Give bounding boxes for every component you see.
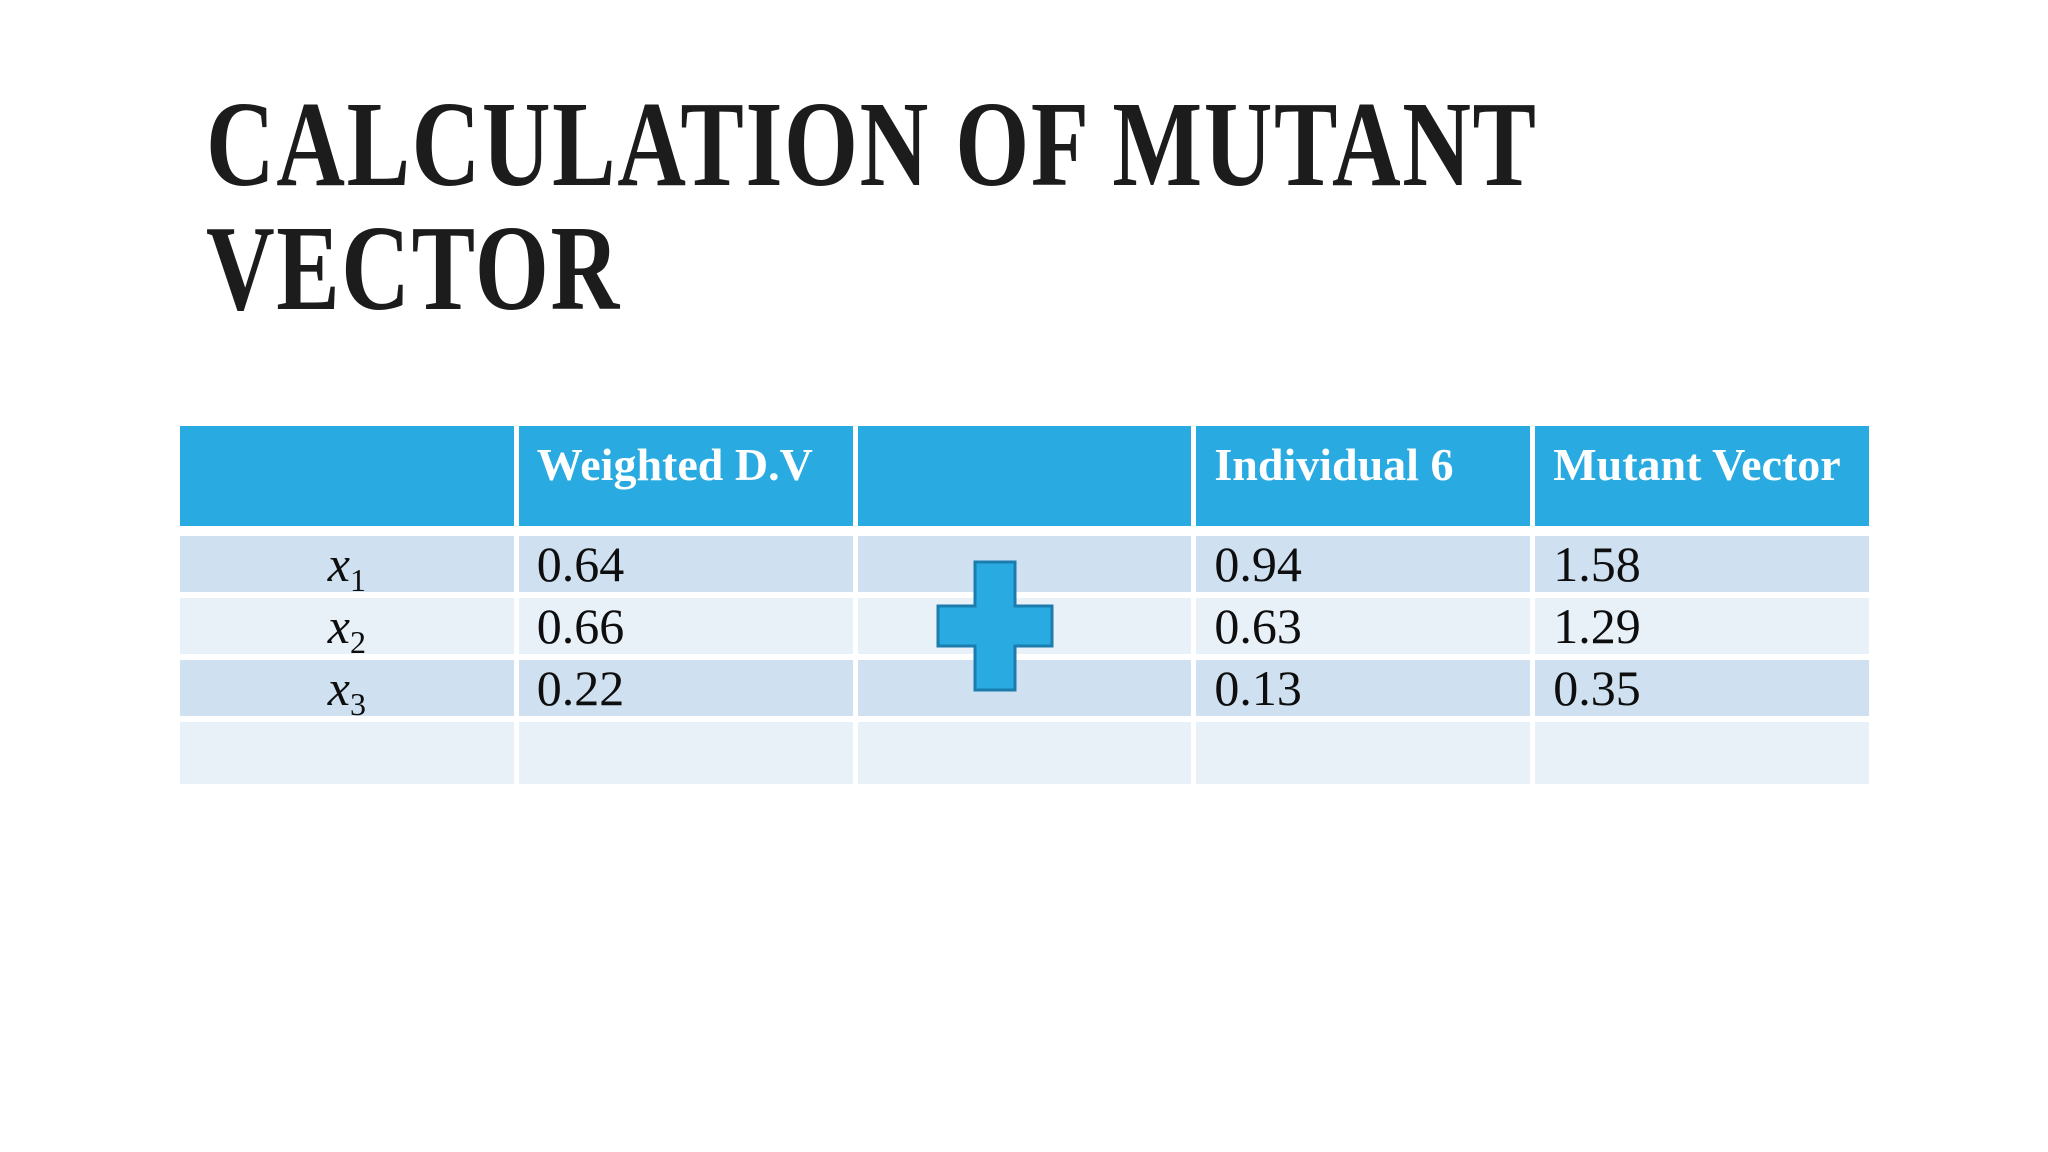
plus-icon xyxy=(936,560,1054,692)
cell-mutant-vector-x3: 0.35 xyxy=(1535,660,1869,716)
cell-individual6-x1: 0.94 xyxy=(1196,536,1531,592)
row-label-x2: x2 xyxy=(180,598,514,654)
page-title-line2: VECTOR xyxy=(206,201,621,337)
row-label-x2-text: x2 xyxy=(327,598,366,654)
cell-weighted-dv-x3: 0.22 xyxy=(518,660,853,716)
cell-empty-2 xyxy=(518,722,853,784)
page-title-line1: CALCULATION OF MUTANT xyxy=(206,77,1538,212)
cell-mutant-vector-x2: 1.29 xyxy=(1535,598,1869,654)
cell-weighted-dv-x1: 0.64 xyxy=(518,536,853,592)
cell-empty-1 xyxy=(180,722,514,784)
cell-individual6-x3: 0.13 xyxy=(1196,660,1531,716)
header-cell-individual-6: Individual 6 xyxy=(1196,426,1531,530)
cell-empty-3 xyxy=(857,722,1192,784)
row-label-x3: x3 xyxy=(180,660,514,716)
header-cell-row-labels xyxy=(180,426,514,530)
cell-spacer-x3 xyxy=(857,660,1192,716)
cell-empty-5 xyxy=(1535,722,1869,784)
header-cell-mutant-vector: Mutant Vector xyxy=(1535,426,1869,530)
header-cell-weighted-dv: Weighted D.V xyxy=(518,426,853,530)
cell-mutant-vector-x1: 1.58 xyxy=(1535,536,1869,592)
cell-spacer-x1 xyxy=(857,536,1192,592)
cell-empty-4 xyxy=(1196,722,1531,784)
mutant-vector-table: Weighted D.V Individual 6 Mutant Vector … xyxy=(180,426,1869,784)
header-cell-spacer xyxy=(857,426,1192,530)
row-label-x1-text: x1 xyxy=(327,536,366,592)
row-label-x3-text: x3 xyxy=(327,660,366,716)
row-label-x1: x1 xyxy=(180,536,514,592)
page-title: CALCULATION OF MUTANT VECTOR xyxy=(206,77,1538,337)
cell-weighted-dv-x2: 0.66 xyxy=(518,598,853,654)
cell-individual6-x2: 0.63 xyxy=(1196,598,1531,654)
